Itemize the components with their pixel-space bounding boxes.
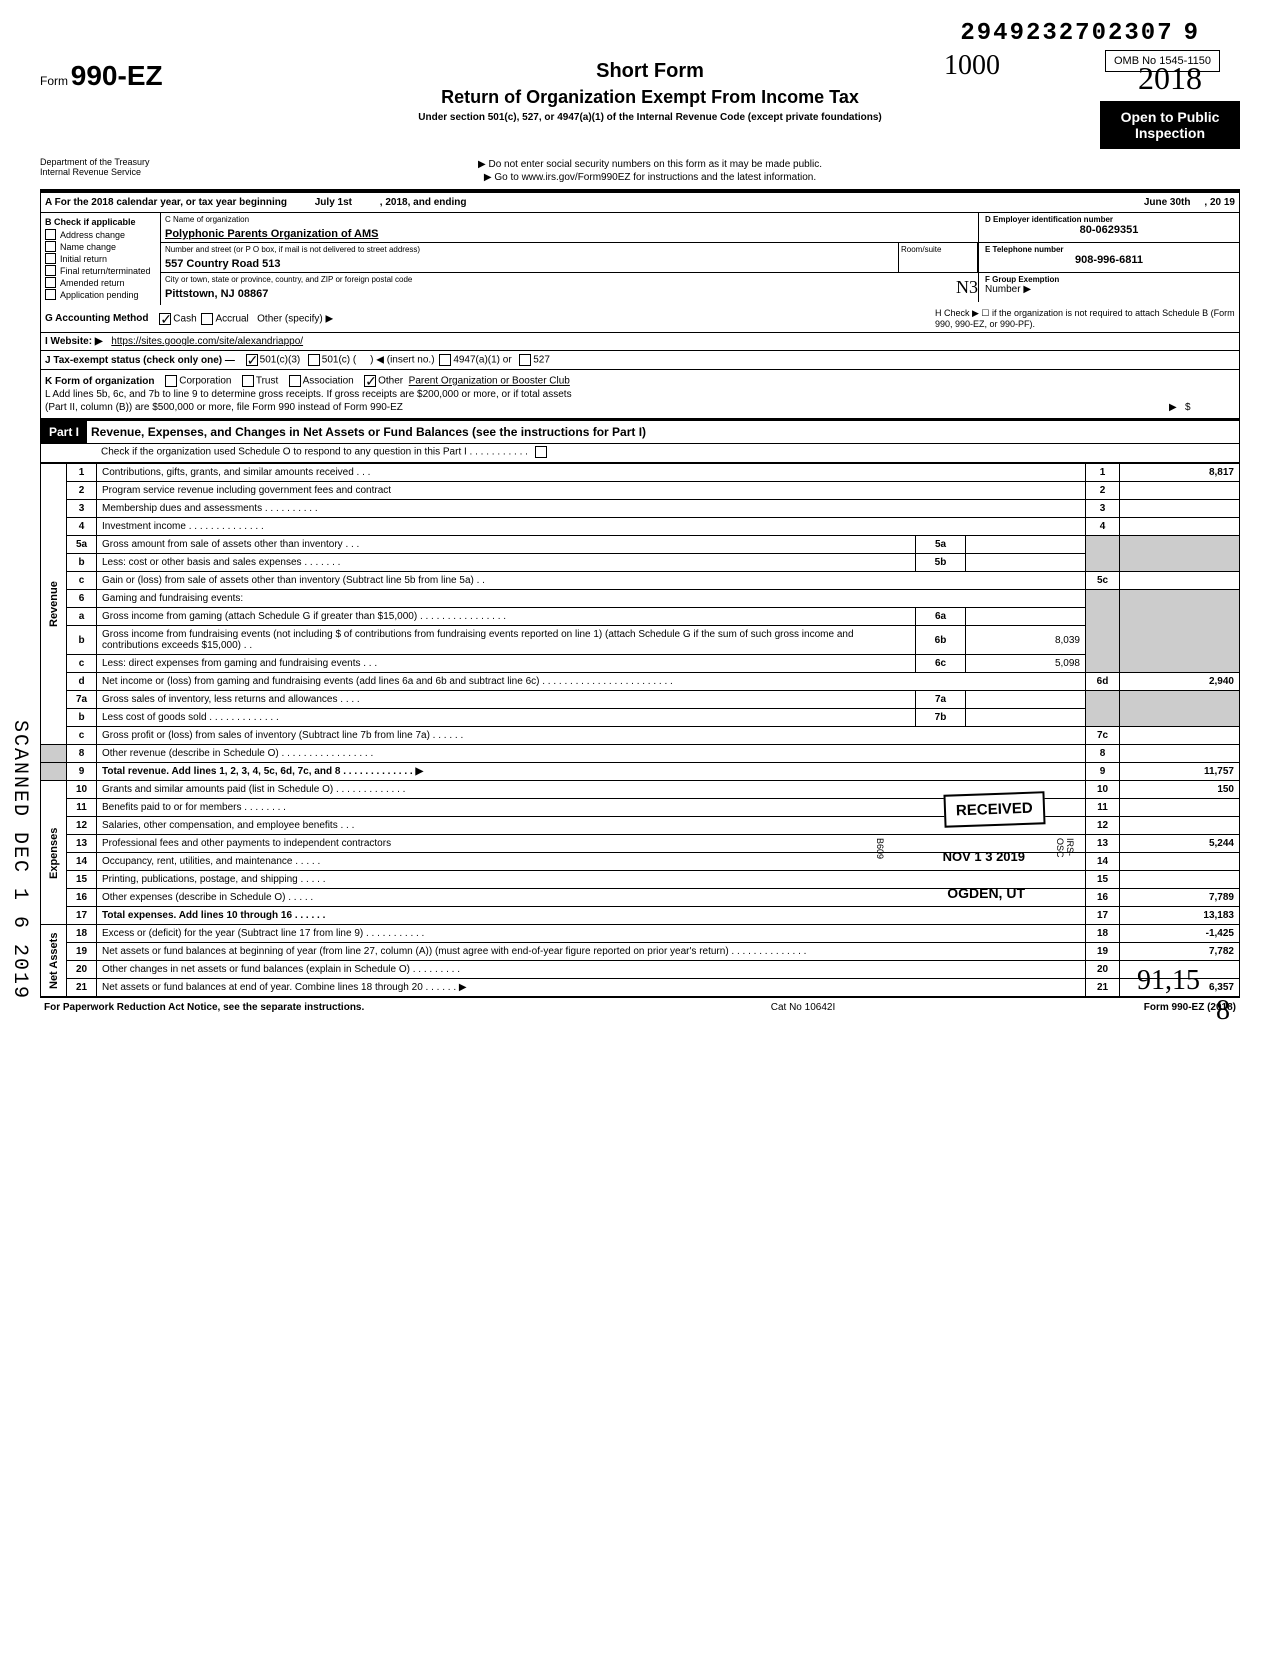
h-schedule-b-note: H Check ▶ ☐ if the organization is not r… bbox=[935, 308, 1235, 329]
label-i-website: I Website: ▶ bbox=[45, 336, 103, 347]
checkbox-4947[interactable] bbox=[439, 354, 451, 366]
omb-number: OMB No 1545-1150 bbox=[1105, 50, 1220, 72]
label-f-group: F Group Exemption bbox=[985, 275, 1233, 284]
row-a-tax-year: A For the 2018 calendar year, or tax yea… bbox=[40, 191, 1240, 213]
checkbox-initial-return[interactable] bbox=[45, 253, 56, 264]
receipt-stamp-number: 29492327023079 bbox=[960, 20, 1200, 47]
checkbox-trust[interactable] bbox=[242, 375, 254, 387]
side-label-net-assets: Net Assets bbox=[41, 925, 67, 997]
website-url: https://sites.google.com/site/alexandria… bbox=[111, 336, 303, 347]
checkbox-527[interactable] bbox=[519, 354, 531, 366]
street-address: 557 Country Road 513 bbox=[161, 256, 898, 272]
footer-cat-no: Cat No 10642I bbox=[550, 1002, 1056, 1013]
org-name: Polyphonic Parents Organization of AMS bbox=[161, 226, 978, 242]
open-to-public-badge: Open to PublicInspection bbox=[1100, 101, 1240, 149]
label-g-accounting: G Accounting Method bbox=[45, 313, 149, 324]
label-f-number: Number ▶ bbox=[985, 284, 1233, 295]
ein-value: 80-0629351 bbox=[985, 224, 1233, 236]
label-city: City or town, state or province, country… bbox=[161, 273, 956, 286]
form-number: 990-EZ bbox=[71, 60, 163, 91]
financial-table: Revenue 1Contributions, gifts, grants, a… bbox=[40, 463, 1240, 997]
checkbox-corporation[interactable] bbox=[165, 375, 177, 387]
stamp-ogden: OGDEN, UT bbox=[947, 885, 1025, 901]
checkbox-501c3[interactable] bbox=[246, 354, 258, 366]
label-c-name: C Name of organization bbox=[161, 213, 978, 226]
checkbox-association[interactable] bbox=[289, 375, 301, 387]
checkbox-accrual[interactable] bbox=[201, 313, 213, 325]
ssn-warning: ▶ Do not enter social security numbers o… bbox=[200, 159, 1100, 170]
title-subtitle: Under section 501(c), 527, or 4947(a)(1)… bbox=[200, 112, 1100, 123]
handwritten-8: 8 bbox=[1216, 995, 1230, 1027]
footer-form-ref: Form 990-EZ (2018) bbox=[1056, 1002, 1236, 1013]
website-instruction: ▶ Go to www.irs.gov/Form990EZ for instru… bbox=[200, 172, 1100, 183]
checkbox-other-org[interactable] bbox=[364, 375, 376, 387]
form-prefix: Form bbox=[40, 74, 68, 88]
side-label-expenses: Expenses bbox=[41, 781, 67, 925]
label-k-form-org: K Form of organization bbox=[45, 376, 154, 387]
line-l-text2: (Part II, column (B)) are $500,000 or mo… bbox=[45, 402, 1169, 413]
other-org-value: Parent Organization or Booster Club bbox=[409, 376, 570, 387]
label-d-ein: D Employer identification number bbox=[985, 215, 1233, 224]
title-main: Return of Organization Exempt From Incom… bbox=[200, 87, 1100, 108]
checkbox-final-return[interactable] bbox=[45, 265, 56, 276]
part-1-subtitle: Check if the organization used Schedule … bbox=[101, 447, 528, 458]
checkbox-address-change[interactable] bbox=[45, 229, 56, 240]
side-label-revenue: Revenue bbox=[41, 464, 67, 745]
line-l-arrow: ▶ bbox=[1169, 402, 1177, 413]
label-room-suite: Room/suite bbox=[898, 243, 978, 272]
label-e-phone: E Telephone number bbox=[985, 245, 1233, 254]
part-1-title: Revenue, Expenses, and Changes in Net As… bbox=[87, 421, 1239, 443]
scanned-stamp: SCANNED DEC 1 6 2019 bbox=[8, 720, 31, 1000]
stamp-date: NOV 1 3 2019 bbox=[943, 849, 1025, 864]
label-j-tax-exempt: J Tax-exempt status (check only one) — bbox=[45, 355, 235, 366]
department-label: Department of the TreasuryInternal Reven… bbox=[40, 157, 200, 185]
handwritten-9115: 91,15 bbox=[1137, 965, 1200, 997]
checkbox-name-change[interactable] bbox=[45, 241, 56, 252]
line-l-dollar: $ bbox=[1185, 402, 1191, 413]
footer-paperwork-notice: For Paperwork Reduction Act Notice, see … bbox=[44, 1002, 550, 1013]
checkbox-amended-return[interactable] bbox=[45, 277, 56, 288]
label-address: Number and street (or P O box, if mail i… bbox=[161, 243, 898, 256]
checkbox-schedule-o[interactable] bbox=[535, 446, 547, 458]
part-1-badge: Part I bbox=[41, 421, 87, 443]
checkbox-cash[interactable] bbox=[159, 313, 171, 325]
checkbox-501c[interactable] bbox=[308, 354, 320, 366]
handwritten-n3: N3 bbox=[956, 277, 978, 298]
checkbox-application-pending[interactable] bbox=[45, 289, 56, 300]
line-l-text1: L Add lines 5b, 6c, and 7b to line 9 to … bbox=[45, 389, 1235, 400]
phone-value: 908-996-6811 bbox=[985, 254, 1233, 266]
handwritten-loop: 1000 bbox=[944, 50, 1000, 82]
received-stamp: RECEIVED bbox=[944, 791, 1046, 827]
section-b-checkboxes: B Check if applicable Address change Nam… bbox=[41, 213, 161, 305]
city-state-zip: Pittstown, NJ 08867 bbox=[161, 286, 956, 302]
